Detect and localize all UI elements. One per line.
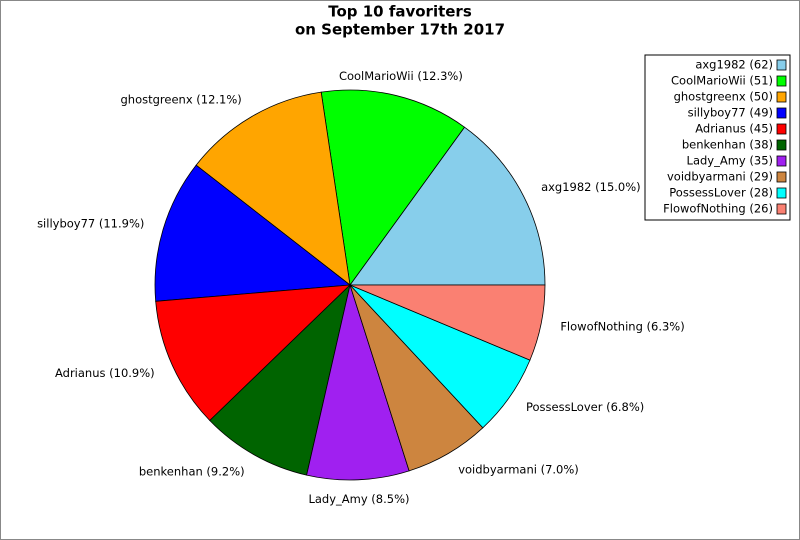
- pie-slice: [155, 284, 352, 422]
- slice-label: benkenhan (9.2%): [139, 464, 245, 478]
- legend-label: sillyboy77 (49): [688, 106, 773, 120]
- slice-label: CoolMarioWii (12.3%): [339, 69, 463, 83]
- legend-box: [644, 54, 791, 221]
- legend-swatch: [776, 91, 787, 103]
- legend-label: benkenhan (38): [682, 138, 773, 152]
- legend-swatch: [776, 203, 787, 215]
- slice-label: sillyboy77 (11.9%): [37, 216, 144, 230]
- slice-label: FlowofNothing (6.3%): [560, 320, 684, 334]
- pie-slice: [320, 89, 466, 287]
- legend-swatch: [776, 123, 787, 135]
- slice-label: Adrianus (10.9%): [55, 366, 155, 380]
- legend-swatch: [776, 139, 787, 151]
- legend-label: voidbyarmani (29): [667, 170, 773, 184]
- legend-swatch: [776, 107, 787, 119]
- legend-label: Adrianus (45): [695, 122, 773, 136]
- pie-slice: [349, 126, 546, 286]
- legend-swatch: [776, 187, 787, 199]
- slice-label: axg1982 (15.0%): [541, 180, 641, 194]
- legend-swatch: [776, 59, 787, 71]
- legend-label: CoolMarioWii (51): [671, 74, 773, 88]
- legend-label: FlowofNothing (26): [663, 202, 773, 216]
- chart-title: Top 10 favoriters: [328, 3, 472, 21]
- legend-label: PossessLover (28): [669, 186, 773, 200]
- slice-label: Lady_Amy (8.5%): [308, 492, 409, 506]
- pie-slice: [195, 91, 351, 286]
- chart-title: on September 17th 2017: [295, 21, 505, 39]
- legend-swatch: [776, 75, 787, 87]
- slice-label: PossessLover (6.8%): [526, 400, 644, 414]
- slice-label: ghostgreenx (12.1%): [120, 92, 241, 106]
- legend-label: ghostgreenx (50): [674, 90, 773, 104]
- pie-slice: [306, 283, 410, 481]
- pie-slice: [154, 164, 352, 302]
- legend-swatch: [776, 171, 787, 183]
- legend-label: axg1982 (62): [695, 58, 773, 72]
- slice-label: voidbyarmani (7.0%): [458, 463, 579, 477]
- pie-slice: [349, 284, 546, 361]
- pie-slice: [209, 283, 351, 476]
- legend-label: Lady_Amy (35): [687, 154, 773, 168]
- legend-swatch: [776, 155, 787, 167]
